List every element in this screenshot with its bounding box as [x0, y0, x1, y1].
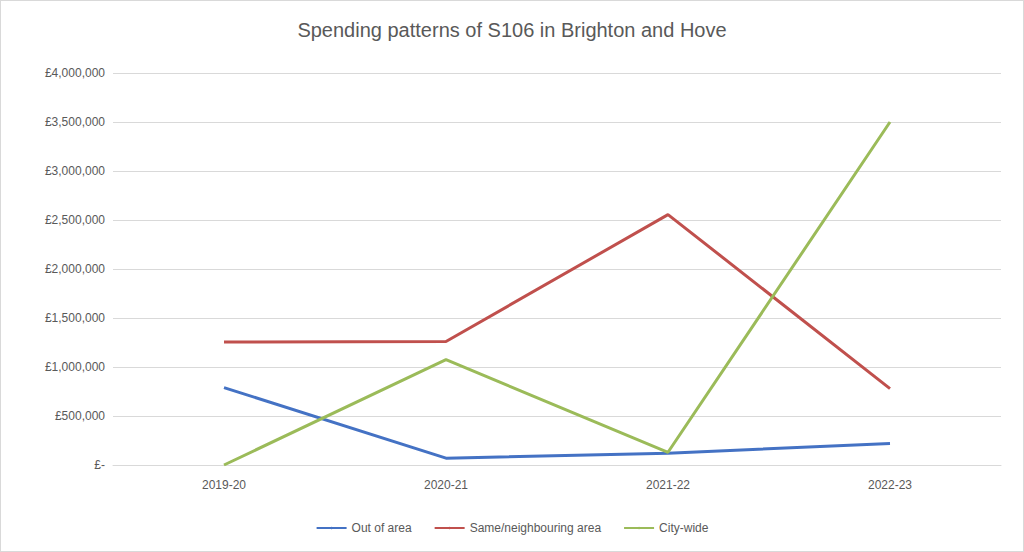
svg-text:£500,000: £500,000 — [55, 409, 105, 423]
svg-text:City-wide: City-wide — [659, 521, 709, 535]
svg-text:£2,000,000: £2,000,000 — [45, 262, 105, 276]
svg-text:£1,500,000: £1,500,000 — [45, 311, 105, 325]
svg-text:Out of area: Out of area — [352, 521, 412, 535]
svg-text:£4,000,000: £4,000,000 — [45, 66, 105, 80]
svg-text:£2,500,000: £2,500,000 — [45, 213, 105, 227]
svg-text:2020-21: 2020-21 — [424, 478, 468, 492]
svg-text:£3,500,000: £3,500,000 — [45, 115, 105, 129]
svg-text:£-: £- — [94, 458, 105, 472]
svg-text:Spending patterns of S106 in B: Spending patterns of S106 in Brighton an… — [297, 19, 726, 41]
svg-text:Same/neighbouring area: Same/neighbouring area — [470, 521, 602, 535]
svg-text:2019-20: 2019-20 — [202, 478, 246, 492]
svg-text:£1,000,000: £1,000,000 — [45, 360, 105, 374]
svg-text:2021-22: 2021-22 — [646, 478, 690, 492]
svg-text:2022-23: 2022-23 — [868, 478, 912, 492]
svg-text:£3,000,000: £3,000,000 — [45, 164, 105, 178]
